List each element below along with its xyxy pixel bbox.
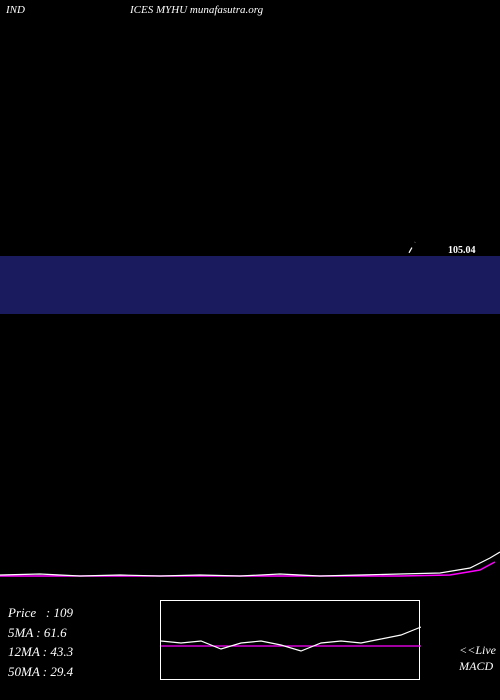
price-band [0, 256, 500, 314]
stat-50ma: 50MA : 29.4 [8, 662, 73, 682]
stat-5ma: 5MA : 61.6 [8, 623, 73, 643]
indicator-chart [0, 380, 500, 590]
main-price-chart: 105.04 [0, 20, 500, 370]
live-macd-label: <<Live MACD [459, 643, 496, 674]
header-symbol: IND [6, 4, 25, 16]
stat-price: Price : 109 [8, 603, 73, 623]
stats-block: Price : 109 5MA : 61.6 12MA : 43.3 50MA … [8, 603, 73, 681]
sub-chart-svg [0, 380, 500, 590]
stat-12ma: 12MA : 43.3 [8, 642, 73, 662]
mini-macd-chart [160, 600, 420, 680]
current-price-label: 105.04 [448, 245, 476, 256]
header-source: ICES MYHU munafasutra.org [130, 4, 263, 16]
bottom-panel: Price : 109 5MA : 61.6 12MA : 43.3 50MA … [0, 595, 500, 695]
mini-chart-svg [161, 601, 421, 681]
main-chart-svg [0, 20, 500, 370]
